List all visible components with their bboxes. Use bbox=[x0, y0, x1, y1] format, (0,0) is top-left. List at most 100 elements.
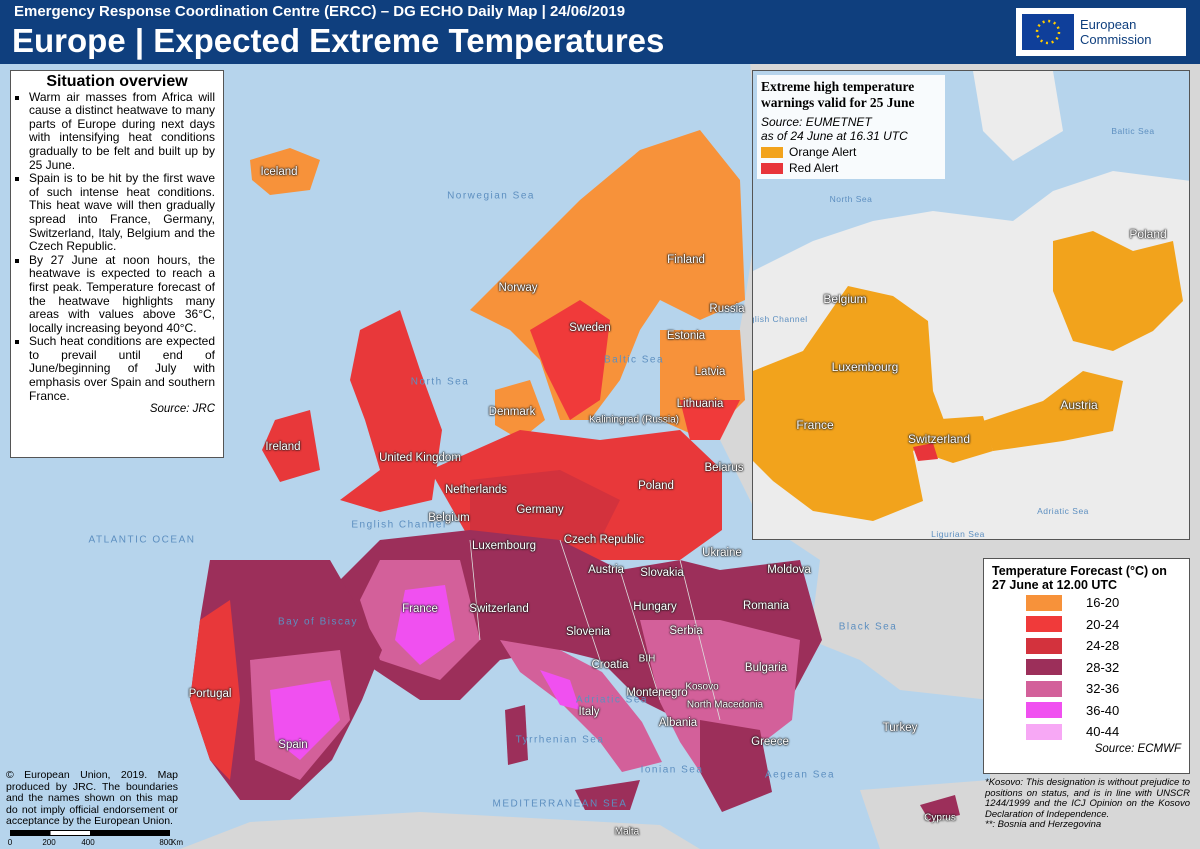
sea-label: Ionian Sea bbox=[640, 764, 704, 776]
inset-sea-label: English Channel bbox=[753, 314, 808, 324]
sea-label: Black Sea bbox=[838, 621, 898, 633]
note-line: *Kosovo: This designation is without pre… bbox=[985, 777, 1190, 820]
overview-list: Warm air masses from Africa will cause a… bbox=[19, 90, 215, 404]
inset-label: Luxembourg bbox=[831, 360, 899, 374]
scale-tick-label: 200 bbox=[42, 837, 56, 847]
legend-row: 20-24 bbox=[992, 614, 1181, 636]
kosovo-note: *Kosovo: This designation is without pre… bbox=[985, 777, 1190, 831]
overview-source: Source: JRC bbox=[149, 403, 215, 416]
note-line: **: Bosnia and Herzegovina bbox=[985, 819, 1102, 830]
country-label: Latvia bbox=[694, 366, 726, 378]
sea-label: North Sea bbox=[410, 376, 470, 388]
forecast-source: Source: ECMWF bbox=[1094, 742, 1181, 755]
country-label: Czech Republic bbox=[563, 534, 645, 546]
copyright-text: © European Union, 2019. Map produced by … bbox=[6, 769, 178, 827]
country-label: Estonia bbox=[666, 330, 706, 342]
country-label: Netherlands bbox=[444, 484, 508, 496]
legend-label: 32-36 bbox=[1086, 681, 1120, 697]
situation-overview: Situation overview Warm air masses from … bbox=[10, 70, 224, 458]
sea-label: Aegean Sea bbox=[764, 769, 836, 781]
title: Europe | Expected Extreme Temperatures bbox=[12, 22, 665, 59]
country-label: Montenegro bbox=[626, 687, 688, 699]
country-label: Poland bbox=[638, 480, 674, 492]
bullet: Spain is to be hit by the first wave of … bbox=[29, 171, 215, 254]
legend-row: Red Alert bbox=[761, 161, 941, 175]
forecast-legend: Temperature Forecast (°C) on 27 June at … bbox=[983, 558, 1190, 774]
scale-bar: 0 200 400 800 Km bbox=[6, 829, 183, 849]
scale-line bbox=[10, 829, 170, 836]
inset-sea-label: Baltic Sea bbox=[1111, 126, 1155, 136]
country-label: North Macedonia bbox=[686, 699, 764, 711]
country-label: Switzerland bbox=[469, 603, 529, 615]
country-label: Iceland bbox=[260, 166, 298, 178]
country-label: Ireland bbox=[265, 441, 301, 453]
legend-row: 40-44 bbox=[992, 721, 1181, 743]
scale-tick-label: 0 bbox=[7, 837, 13, 847]
country-label: United Kingdom bbox=[379, 452, 461, 464]
country-label: Hungary bbox=[633, 601, 677, 613]
legend-row: Orange Alert bbox=[761, 145, 941, 159]
legend-label: Orange Alert bbox=[789, 145, 857, 159]
inset-label: Belgium bbox=[823, 292, 867, 306]
country-label: Austria bbox=[588, 564, 624, 576]
country-label: Lithuania bbox=[676, 398, 724, 410]
legend-swatch bbox=[1026, 723, 1062, 740]
legend-swatch bbox=[1026, 702, 1062, 719]
country-label: Turkey bbox=[882, 722, 918, 734]
country-label: Finland bbox=[667, 254, 705, 266]
copyright: © European Union, 2019. Map produced by … bbox=[6, 769, 183, 849]
inset-as-of: as of 24 June at 16.31 UTC bbox=[761, 129, 908, 143]
country-label: Moldova bbox=[767, 564, 811, 576]
eu-flag bbox=[1022, 14, 1074, 50]
country-label: BIH bbox=[638, 653, 656, 665]
inset-sea-label: Adriatic Sea bbox=[1037, 506, 1089, 516]
inset-label: France bbox=[796, 418, 834, 432]
country-label: Greece bbox=[751, 736, 789, 748]
header: Emergency Response Coordination Centre (… bbox=[0, 0, 1200, 64]
legend-swatch bbox=[1026, 659, 1062, 676]
country-label: Kaliningrad (Russia) bbox=[588, 414, 680, 426]
sea-label: Norwegian Sea bbox=[447, 190, 535, 202]
legend-label: 36-40 bbox=[1086, 702, 1120, 718]
inset-source: Source: EUMETNET bbox=[761, 115, 872, 129]
sea-label: Tyrrhenian Sea bbox=[515, 734, 605, 746]
legend-row: 24-28 bbox=[992, 635, 1181, 657]
country-label: Malta bbox=[614, 826, 640, 838]
legend-swatch bbox=[1026, 616, 1062, 633]
country-label: Slovenia bbox=[565, 626, 611, 638]
logo-text: European Commission bbox=[1080, 17, 1152, 47]
country-label: Cyprus bbox=[924, 812, 956, 824]
supertitle: Emergency Response Coordination Centre (… bbox=[14, 3, 626, 20]
legend-row: 36-40 bbox=[992, 700, 1181, 722]
country-label: Albania bbox=[658, 717, 698, 729]
forecast-items: 16-20 20-24 24-28 28-32 32-36 36-40 40-44 bbox=[992, 592, 1181, 743]
sea-label: Bay of Biscay bbox=[277, 616, 359, 628]
sea-label: ATLANTIC OCEAN bbox=[88, 534, 196, 546]
legend-swatch bbox=[761, 162, 783, 174]
country-label: Belarus bbox=[704, 462, 744, 474]
country-label: Norway bbox=[498, 282, 538, 294]
inset-label: Austria bbox=[1060, 398, 1098, 412]
inset-legend-items: Orange Alert Red Alert bbox=[761, 145, 941, 175]
legend-label: 20-24 bbox=[1086, 616, 1120, 632]
country-label: Spain bbox=[278, 739, 308, 751]
sea-label: English Channel bbox=[351, 519, 447, 531]
country-label: Croatia bbox=[591, 659, 629, 671]
inset-map bbox=[753, 71, 1189, 539]
legend-swatch bbox=[1026, 637, 1062, 654]
sea-label: MEDITERRANEAN SEA bbox=[492, 798, 628, 810]
warnings-inset: Extreme high temperature warnings valid … bbox=[752, 70, 1190, 540]
country-label: Sweden bbox=[569, 322, 611, 334]
legend-swatch bbox=[1026, 594, 1062, 611]
legend-label: Red Alert bbox=[789, 161, 839, 175]
scale-unit: Km bbox=[171, 837, 183, 847]
country-label: Romania bbox=[742, 600, 790, 612]
country-label: Germany bbox=[516, 504, 564, 516]
inset-legend: Extreme high temperature warnings valid … bbox=[757, 75, 945, 179]
legend-row: 28-32 bbox=[992, 657, 1181, 679]
scale-tick-label: 800 bbox=[159, 837, 173, 847]
inset-sea-label: North Sea bbox=[829, 194, 873, 204]
inset-title: Extreme high temperature warnings valid … bbox=[761, 79, 915, 110]
country-label: Ukraine bbox=[702, 547, 742, 559]
